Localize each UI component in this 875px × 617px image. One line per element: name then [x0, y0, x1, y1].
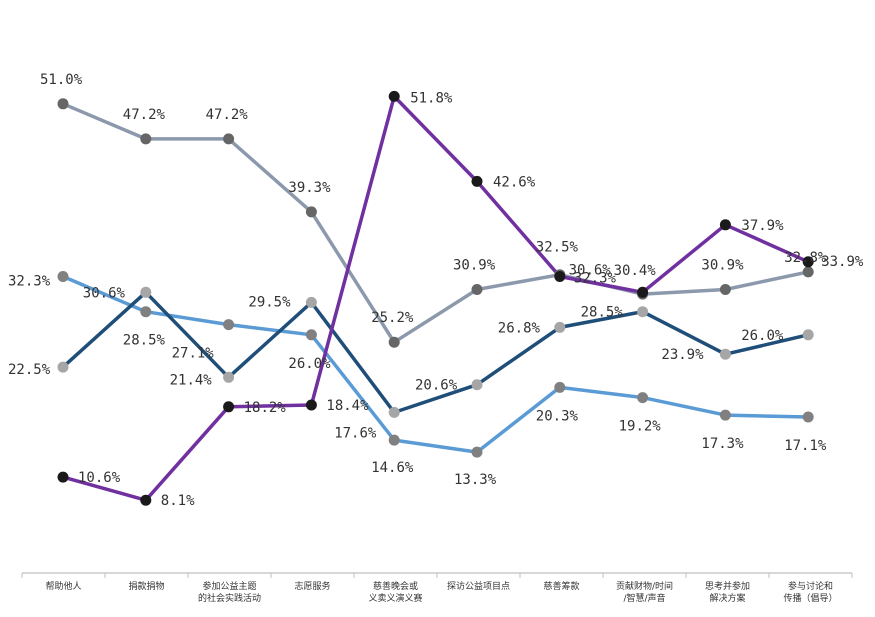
- data-point: [140, 494, 152, 506]
- data-point: [471, 284, 483, 295]
- data-label: 47.2%: [123, 107, 166, 123]
- data-label: 14.6%: [371, 460, 414, 476]
- data-point: [140, 133, 152, 145]
- data-point: [719, 284, 731, 295]
- data-label: 30.6%: [83, 285, 126, 301]
- data-point: [802, 266, 814, 278]
- data-point: [637, 286, 649, 298]
- data-point: [305, 399, 317, 411]
- data-label: 25.2%: [371, 310, 414, 326]
- x-tick-label: 捐款捐物: [128, 580, 164, 592]
- data-label: 37.9%: [741, 218, 784, 234]
- data-label: 32.3%: [574, 271, 617, 287]
- data-label: 33.9%: [821, 254, 864, 270]
- data-point: [57, 471, 69, 483]
- series-line-4: [62, 94, 809, 502]
- data-label: 30.4%: [614, 263, 657, 279]
- data-label: 47.2%: [206, 107, 249, 123]
- x-tick-label: 义卖义演义赛: [368, 592, 422, 604]
- data-label: 39.3%: [288, 180, 331, 196]
- x-tick-label: 帮助他人: [45, 580, 81, 592]
- data-label: 28.5%: [123, 333, 166, 349]
- data-point: [388, 406, 400, 418]
- x-tick-label: 参与讨论和: [788, 580, 833, 592]
- data-label: 17.6%: [334, 425, 377, 441]
- data-point: [471, 446, 483, 458]
- data-label: 32.8%: [784, 250, 827, 266]
- data-point: [471, 175, 483, 187]
- data-label: 28.5%: [581, 305, 624, 321]
- data-label: 26.8%: [498, 320, 541, 336]
- data-point: [305, 329, 317, 341]
- data-point: [802, 329, 814, 341]
- data-label: 30.9%: [701, 258, 744, 274]
- x-tick-label: 传播（倡导）: [783, 592, 837, 604]
- data-label: 30.9%: [453, 258, 496, 274]
- data-label: 30.6%: [569, 262, 612, 278]
- data-label: 10.6%: [78, 470, 121, 486]
- data-point: [223, 401, 235, 413]
- x-tick-label: 慈善晚会或: [373, 580, 418, 592]
- data-label: 27.1%: [172, 346, 215, 362]
- data-label: 17.3%: [701, 436, 744, 452]
- series-line-1: [62, 102, 809, 344]
- data-label: 29.5%: [248, 294, 291, 310]
- data-label: 18.4%: [326, 398, 369, 414]
- data-label: 42.6%: [493, 174, 536, 190]
- data-point: [388, 90, 400, 102]
- x-tick-label: 解决方案: [709, 592, 745, 604]
- data-point: [719, 219, 731, 231]
- data-point: [305, 206, 317, 218]
- data-label: 22.5%: [8, 362, 51, 378]
- data-point: [223, 371, 235, 383]
- data-point: [802, 411, 814, 423]
- data-point: [57, 361, 69, 373]
- data-label: 51.0%: [40, 72, 83, 88]
- data-label: 32.3%: [8, 274, 51, 290]
- data-point: [140, 306, 152, 318]
- data-point: [471, 379, 483, 391]
- data-label: 13.3%: [454, 472, 497, 488]
- data-point: [802, 256, 814, 268]
- x-tick-label: 慈善筹款: [543, 580, 579, 592]
- data-point: [140, 286, 152, 298]
- data-label: 32.5%: [536, 240, 579, 256]
- x-tick-label: 志愿服务: [294, 580, 330, 592]
- data-label: 17.1%: [784, 438, 827, 454]
- data-label: 26.0%: [741, 328, 784, 344]
- data-point: [388, 434, 400, 446]
- data-label: 19.2%: [619, 419, 662, 435]
- data-point: [637, 392, 649, 404]
- series-line-3: [61, 290, 809, 415]
- data-point: [223, 319, 235, 331]
- data-label: 23.9%: [661, 347, 704, 363]
- x-tick-label: /智慧/声音: [623, 592, 665, 604]
- data-point: [719, 409, 731, 421]
- x-tick-label: 探访公益项目点: [447, 580, 510, 592]
- data-point: [223, 133, 235, 145]
- series-line-2: [62, 274, 809, 454]
- data-label: 26.0%: [288, 356, 331, 372]
- x-tick-label: 贡献财物/时间: [616, 580, 673, 592]
- data-point: [554, 321, 566, 333]
- data-point: [57, 98, 69, 110]
- data-point: [57, 271, 69, 282]
- x-tick-label: 的社会实践活动: [198, 592, 261, 604]
- data-point: [554, 381, 566, 393]
- data-label: 51.8%: [410, 90, 453, 106]
- x-tick-label: 参加公益主题: [202, 580, 256, 592]
- data-point: [554, 271, 566, 282]
- data-point: [719, 348, 731, 360]
- data-label: 20.6%: [415, 378, 458, 394]
- data-point: [305, 296, 317, 308]
- data-label: 18.2%: [244, 400, 287, 416]
- data-point: [637, 306, 649, 318]
- x-tick-label: 思考并参加: [705, 580, 750, 592]
- data-label: 21.4%: [170, 372, 213, 388]
- data-label: 8.1%: [161, 493, 195, 509]
- data-point: [388, 336, 400, 348]
- data-label: 20.3%: [536, 408, 579, 424]
